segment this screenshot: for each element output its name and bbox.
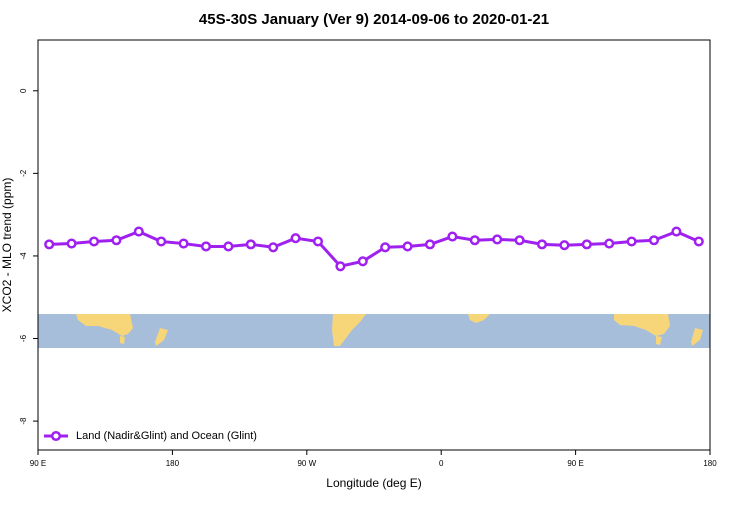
data-point	[133, 226, 144, 237]
data-point	[514, 235, 525, 246]
data-point	[290, 233, 301, 244]
data-point	[66, 238, 77, 249]
map-band	[38, 314, 710, 348]
data-point	[581, 239, 592, 250]
data-point	[200, 241, 212, 252]
y-tick-label: 0	[19, 88, 28, 93]
data-point	[312, 236, 324, 247]
data-point	[469, 235, 480, 246]
plot-frame	[37, 39, 711, 451]
y-tick-label: -2	[19, 169, 28, 177]
x-tick-label: 180	[703, 459, 717, 468]
data-point	[380, 242, 391, 253]
chart-title: 45S-30S January (Ver 9) 2014-09-06 to 20…	[199, 11, 549, 28]
x-tick-label: 0	[439, 459, 444, 468]
data-point	[492, 234, 503, 245]
data-point	[156, 236, 167, 247]
data-point	[626, 236, 637, 247]
x-tick-label: 180	[166, 459, 180, 468]
data-point	[559, 240, 570, 251]
data-point	[447, 231, 458, 242]
x-axis-label: Longitude (deg E)	[326, 476, 421, 490]
data-point	[111, 235, 122, 246]
y-tick-label: -4	[19, 252, 28, 260]
y-tick-label: -8	[19, 417, 28, 425]
data-point	[402, 241, 413, 252]
data-point	[178, 238, 189, 249]
data-point	[648, 235, 660, 246]
data-point	[671, 226, 682, 237]
legend-label: Land (Nadir&Glint) and Ocean (Glint)	[76, 430, 257, 442]
data-point	[223, 241, 234, 252]
legend-marker	[50, 430, 62, 442]
data-point	[604, 238, 615, 249]
x-tick-label: 90 E	[567, 459, 583, 468]
y-axis-label: XCO2 - MLO trend (ppm)	[0, 178, 14, 313]
data-point	[335, 261, 346, 272]
data-point	[245, 239, 256, 250]
x-tick-label: 90 E	[30, 459, 46, 468]
data-point	[44, 239, 55, 250]
data-point	[693, 236, 704, 247]
y-tick-label: -6	[19, 334, 28, 342]
data-point	[268, 242, 279, 253]
data-point	[424, 239, 436, 250]
x-tick-label: 90 W	[297, 459, 316, 468]
data-point	[536, 239, 548, 250]
data-point	[357, 256, 368, 267]
series-line	[49, 229, 700, 268]
data-point	[88, 236, 100, 247]
